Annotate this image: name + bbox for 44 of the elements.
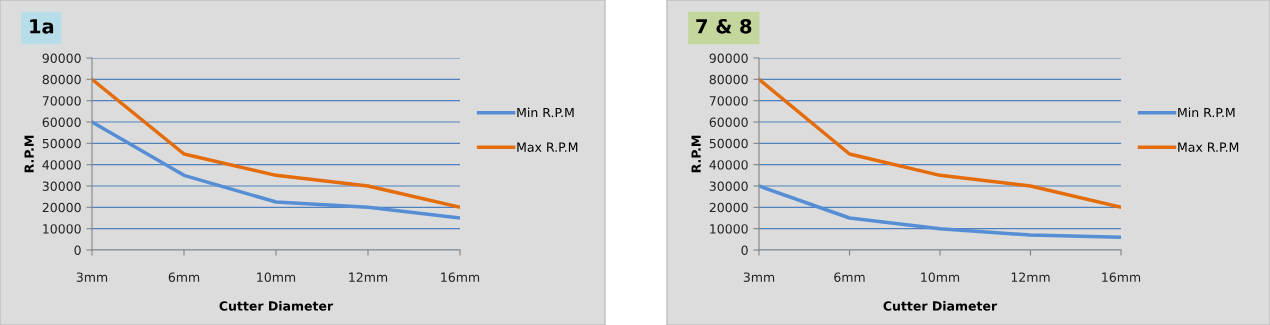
y-tick-label: 60000 bbox=[709, 117, 748, 127]
x-tick-label: 3mm bbox=[743, 272, 775, 282]
chart-title: 7 & 8 bbox=[696, 18, 752, 34]
y-tick-label: 20000 bbox=[709, 202, 748, 213]
y-tick-label: 10000 bbox=[43, 224, 81, 234]
x-axis-title: Cutter Diameter bbox=[883, 300, 998, 311]
y-tick-label: 30000 bbox=[709, 181, 748, 191]
y-tick-label: 60000 bbox=[42, 117, 81, 127]
x-axis-title: Cutter Diameter bbox=[219, 300, 334, 311]
y-tick-label: 90000 bbox=[42, 53, 81, 63]
y-axis-title: R.P.M bbox=[24, 135, 34, 173]
line-series bbox=[92, 77, 460, 210]
y-tick-label: 50000 bbox=[709, 138, 748, 149]
y-tick-label: 30000 bbox=[42, 181, 81, 191]
line-series bbox=[759, 184, 1121, 239]
x-tick-label: 10mm bbox=[921, 272, 960, 282]
y-tick-label: 50000 bbox=[42, 138, 81, 149]
y-tick-label: 10000 bbox=[710, 224, 748, 234]
y-tick-label: 80000 bbox=[709, 74, 748, 85]
y-tick-label: 90000 bbox=[709, 53, 748, 63]
x-tick-label: 6mm bbox=[834, 272, 865, 282]
legend-label: Min R.P.M bbox=[517, 107, 574, 118]
y-tick-label: 80000 bbox=[42, 74, 81, 85]
chart-title: 1a bbox=[30, 19, 54, 34]
y-tick-label: 0 bbox=[741, 245, 748, 255]
y-tick-label: 0 bbox=[74, 245, 81, 255]
x-tick-label: 16mm bbox=[441, 272, 480, 282]
x-tick-label: 16mm bbox=[1102, 272, 1141, 282]
x-tick-label: 12mm bbox=[1011, 272, 1050, 282]
line-series bbox=[92, 120, 460, 220]
x-tick-label: 10mm bbox=[257, 272, 296, 282]
legend-label: Min R.P.M bbox=[1178, 107, 1235, 118]
legend-label: Max R.P.M bbox=[1178, 142, 1239, 152]
x-tick-label: 3mm bbox=[76, 272, 108, 282]
line-series bbox=[759, 77, 1121, 210]
y-tick-label: 70000 bbox=[42, 96, 81, 106]
x-tick-label: 6mm bbox=[168, 272, 200, 282]
y-tick-label: 40000 bbox=[709, 160, 748, 170]
y-tick-label: 20000 bbox=[42, 202, 81, 213]
y-tick-label: 40000 bbox=[42, 160, 81, 170]
x-tick-label: 12mm bbox=[349, 272, 388, 282]
y-tick-label: 70000 bbox=[709, 96, 748, 106]
legend-label: Max R.P.M bbox=[517, 142, 578, 152]
y-axis-title: R.P.M bbox=[691, 135, 701, 173]
